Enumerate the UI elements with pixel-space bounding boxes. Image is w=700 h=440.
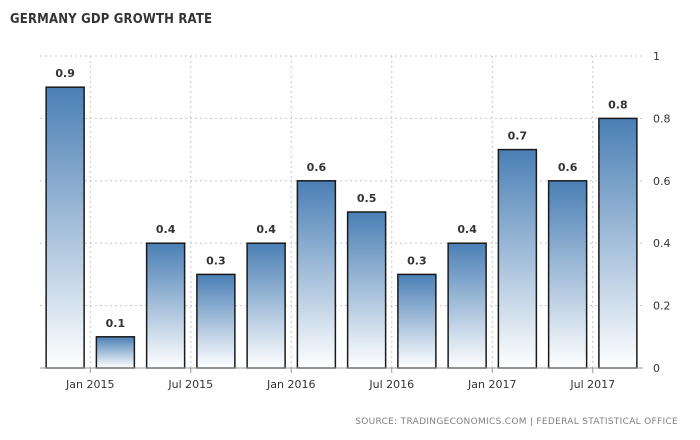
bar	[547, 180, 588, 369]
axes: 0 0.2 0.4 0.6 0.8 1 Jan 2015 Jul 2015 Jan 2016 Ju…	[40, 50, 671, 391]
data-label: 0.8	[608, 98, 628, 111]
x-tick-label: Jul 2017	[569, 378, 615, 391]
bar	[95, 336, 136, 369]
bar	[145, 242, 186, 369]
data-label: 0.6	[558, 161, 578, 174]
bar	[598, 117, 638, 369]
bar	[397, 273, 437, 369]
data-label: 0.4	[457, 223, 477, 236]
y-tick-label: 1	[653, 50, 660, 63]
chart-title: GERMANY GDP GROWTH RATE	[10, 12, 213, 27]
data-label: 0.1	[106, 317, 126, 330]
data-label: 0.3	[206, 254, 226, 267]
bar	[196, 273, 236, 369]
data-label: 0.6	[307, 161, 327, 174]
bars	[45, 86, 638, 369]
data-labels: 0.9 0.1 0.4 0.3 0.4 0.6 0.5 0.3 0.4 0.7 0.6 0.8	[55, 67, 627, 330]
x-tick-label: Jan 2017	[467, 378, 516, 391]
data-label: 0.9	[55, 67, 75, 80]
y-tick-label: 0.2	[653, 300, 671, 313]
data-label: 0.7	[508, 130, 528, 143]
y-tick-label: 0	[653, 362, 660, 375]
x-tick-label: Jan 2015	[65, 378, 114, 391]
data-label: 0.4	[256, 223, 276, 236]
y-tick-label: 0.4	[653, 237, 671, 250]
x-tick-label: Jan 2016	[266, 378, 315, 391]
bar	[346, 211, 387, 369]
data-label: 0.4	[156, 223, 176, 236]
source-credit: SOURCE: TRADINGECONOMICS.COM | FEDERAL S…	[355, 417, 678, 427]
data-label: 0.5	[357, 192, 377, 205]
x-tick-label: Jul 2015	[167, 378, 213, 391]
data-label: 0.3	[407, 254, 427, 267]
x-tick-label: Jul 2016	[368, 378, 414, 391]
y-tick-label: 0.8	[653, 112, 671, 125]
bar	[45, 86, 85, 369]
bar	[497, 148, 538, 369]
bar	[246, 242, 286, 369]
bar	[296, 180, 337, 369]
bar	[447, 242, 487, 369]
y-tick-label: 0.6	[653, 175, 671, 188]
